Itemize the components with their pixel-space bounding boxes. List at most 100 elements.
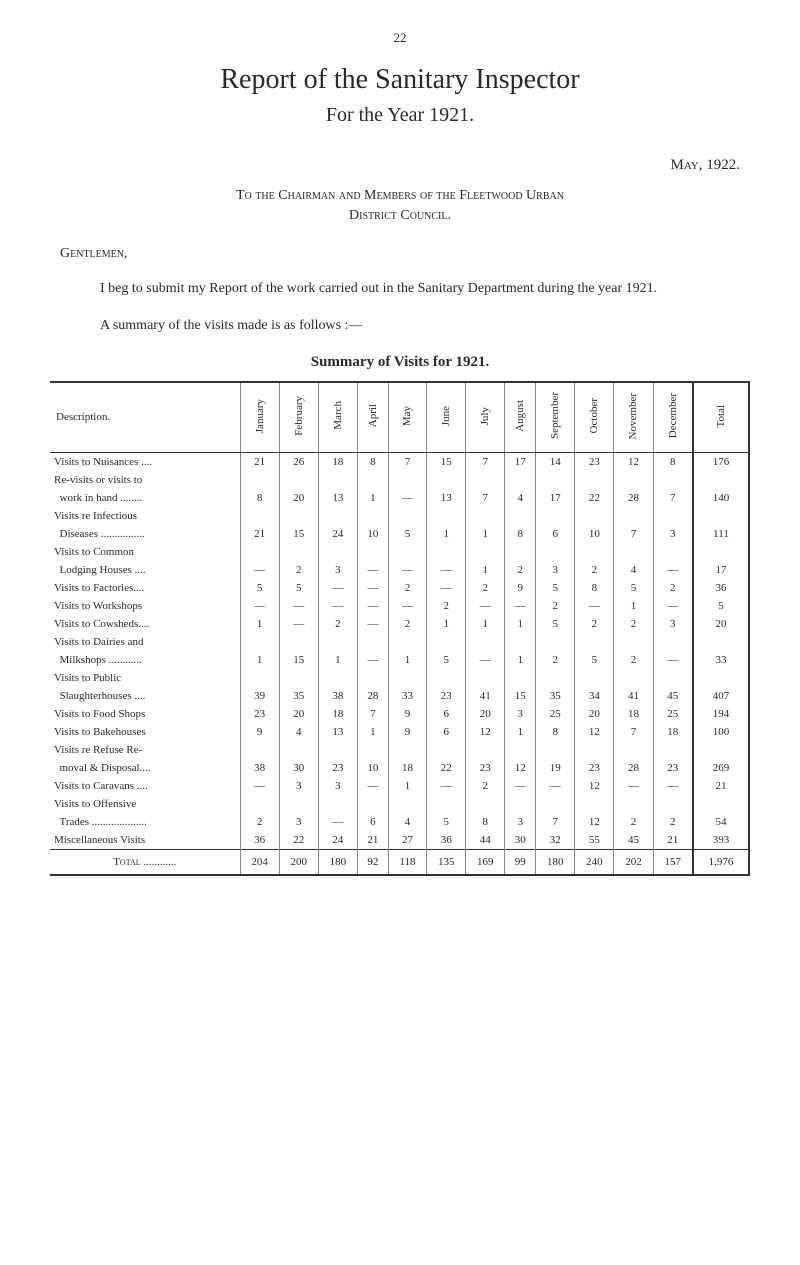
- table-cell: [427, 741, 466, 759]
- table-cell: 15: [427, 452, 466, 471]
- table-cell: 45: [614, 831, 653, 850]
- table-cell: [653, 741, 693, 759]
- table-cell: 4: [505, 489, 536, 507]
- table-row: Trades ....................23—6458371222…: [50, 813, 749, 831]
- table-cell: [240, 669, 279, 687]
- table-cell: 1: [505, 651, 536, 669]
- table-cell: 5: [240, 579, 279, 597]
- table-cell: 20: [279, 705, 318, 723]
- table-cell: [693, 795, 749, 813]
- table-cell: [318, 543, 357, 561]
- table-total-row: Total ............ 204 200 180 92 118 13…: [50, 849, 749, 875]
- table-cell: 2: [614, 813, 653, 831]
- table-cell: 13: [318, 723, 357, 741]
- table-cell: [536, 741, 575, 759]
- table-cell: [357, 543, 388, 561]
- table-cell: 393: [693, 831, 749, 850]
- table-cell: 4: [279, 723, 318, 741]
- table-cell: 7: [357, 705, 388, 723]
- table-cell: —: [357, 615, 388, 633]
- table-cell: [279, 633, 318, 651]
- table-cell: 2: [240, 813, 279, 831]
- table-cell: [614, 741, 653, 759]
- table-cell: —: [240, 561, 279, 579]
- table-cell: [693, 741, 749, 759]
- table-cell: [466, 669, 505, 687]
- table-row: Visits to Factories....55——2—29585236: [50, 579, 749, 597]
- table-cell: 35: [536, 687, 575, 705]
- table-cell: [240, 795, 279, 813]
- table-cell: 2: [505, 561, 536, 579]
- table-cell: 6: [427, 723, 466, 741]
- table-cell: 5: [279, 579, 318, 597]
- table-row: Visits to Nuisances ....2126188715717142…: [50, 452, 749, 471]
- table-cell: [575, 507, 614, 525]
- table-cell: [427, 543, 466, 561]
- total-cell: 1,976: [693, 849, 749, 875]
- row-description: Visits to Cowsheds....: [50, 615, 240, 633]
- table-cell: [388, 633, 426, 651]
- table-cell: [466, 795, 505, 813]
- table-cell: —: [427, 561, 466, 579]
- table-cell: 23: [575, 759, 614, 777]
- addressee-line-1: To the Chairman and Members of the Fleet…: [50, 188, 750, 204]
- table-cell: [693, 543, 749, 561]
- table-cell: —: [279, 597, 318, 615]
- table-cell: [279, 543, 318, 561]
- table-cell: —: [279, 615, 318, 633]
- table-cell: [614, 795, 653, 813]
- total-cell: 169: [466, 849, 505, 875]
- visits-table: Description. January February March Apri…: [50, 381, 750, 876]
- table-cell: [614, 669, 653, 687]
- table-cell: 1: [505, 615, 536, 633]
- table-cell: 36: [427, 831, 466, 850]
- table-row: work in hand ........820131—137417222871…: [50, 489, 749, 507]
- table-cell: [318, 669, 357, 687]
- table-cell: [653, 633, 693, 651]
- table-cell: 7: [614, 723, 653, 741]
- table-cell: 2: [318, 615, 357, 633]
- table-cell: [466, 741, 505, 759]
- table-cell: 21: [240, 525, 279, 543]
- col-february: February: [279, 382, 318, 452]
- table-cell: 5: [614, 579, 653, 597]
- table-cell: [575, 633, 614, 651]
- table-cell: —: [505, 777, 536, 795]
- table-cell: —: [653, 777, 693, 795]
- col-august: August: [505, 382, 536, 452]
- table-cell: 3: [505, 813, 536, 831]
- table-cell: 14: [536, 452, 575, 471]
- total-cell: 240: [575, 849, 614, 875]
- table-cell: 36: [693, 579, 749, 597]
- table-cell: [388, 741, 426, 759]
- table-cell: 1: [357, 489, 388, 507]
- table-cell: —: [653, 651, 693, 669]
- table-cell: 6: [427, 705, 466, 723]
- table-cell: 3: [318, 561, 357, 579]
- table-cell: 20: [466, 705, 505, 723]
- col-may: May: [388, 382, 426, 452]
- table-cell: 10: [357, 759, 388, 777]
- table-cell: 2: [575, 561, 614, 579]
- table-cell: 7: [653, 489, 693, 507]
- table-cell: —: [318, 597, 357, 615]
- table-cell: 12: [575, 813, 614, 831]
- row-description: Visits to Food Shops: [50, 705, 240, 723]
- table-cell: 15: [279, 651, 318, 669]
- table-cell: [240, 507, 279, 525]
- body-para-1: I beg to submit my Report of the work ca…: [50, 278, 750, 299]
- row-description: Visits to Workshops: [50, 597, 240, 615]
- table-cell: 2: [653, 813, 693, 831]
- table-cell: —: [388, 597, 426, 615]
- table-cell: 3: [536, 561, 575, 579]
- table-cell: [279, 507, 318, 525]
- table-cell: [614, 471, 653, 489]
- table-cell: [466, 507, 505, 525]
- table-cell: [614, 633, 653, 651]
- table-row: moval & Disposal....38302310182223121923…: [50, 759, 749, 777]
- table-cell: 28: [357, 687, 388, 705]
- table-cell: 6: [357, 813, 388, 831]
- table-cell: [357, 795, 388, 813]
- table-cell: —: [653, 597, 693, 615]
- table-cell: [357, 633, 388, 651]
